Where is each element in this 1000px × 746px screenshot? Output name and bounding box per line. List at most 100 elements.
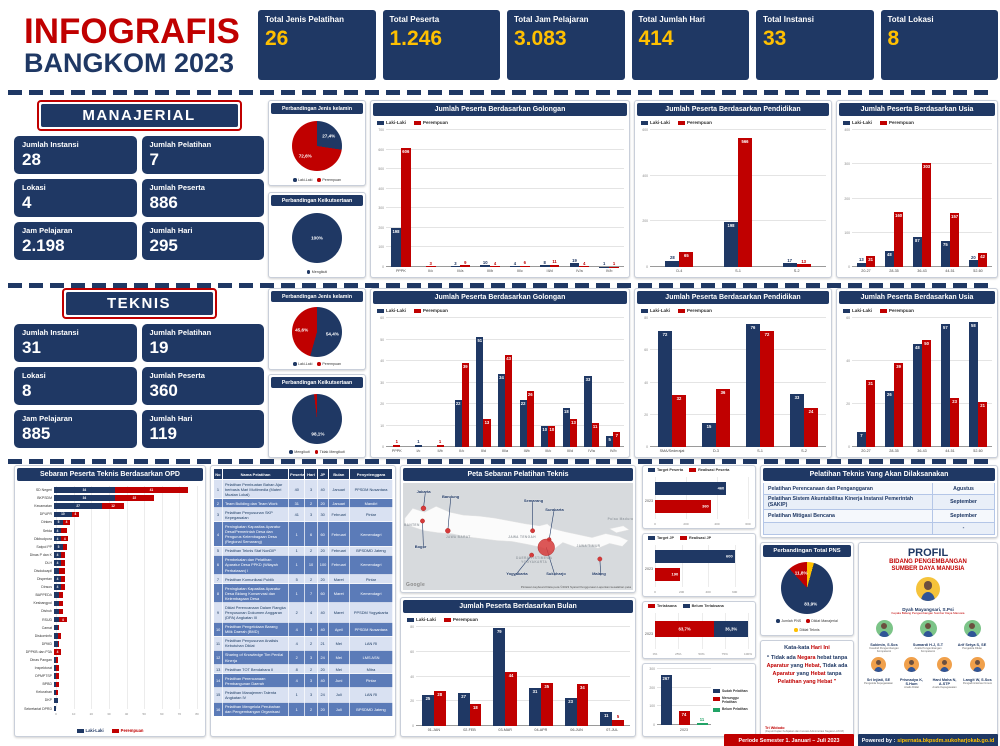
person-role: Analis Pengembangan Kompetensi: [914, 646, 942, 654]
table-cell: 8: [213, 583, 223, 604]
bar-value: 4: [56, 577, 59, 582]
bar-value: 566: [741, 138, 749, 144]
x-tick-label: 200: [683, 522, 689, 526]
table-cell: Pintar: [349, 574, 393, 585]
upcoming-month: Agustus: [932, 483, 994, 495]
y-tick-label: 400: [844, 128, 850, 132]
table-cell: 2: [304, 545, 318, 556]
stat-label: Jumlah Instansi: [22, 328, 79, 337]
x-tick-label: 200: [678, 590, 685, 594]
bar: 48: [912, 343, 922, 447]
status-pelatihan-chart: 0 100 200 300 267 74 11 2023 Sudah Pelatihan Menu…: [643, 664, 755, 736]
legend-item: Laki-Laki: [293, 178, 312, 182]
bar-segment: 4: [59, 616, 67, 623]
stat-value: 360: [149, 381, 178, 400]
bar-segment: 4: [62, 519, 71, 526]
table-cell: Pintar: [349, 673, 393, 689]
table-cell: 2: [304, 701, 318, 717]
gridline: [650, 413, 826, 415]
table-cell: 24: [316, 687, 329, 703]
table-cell: Pintar: [349, 507, 393, 523]
stat-tile: Jam Pelajaran 885: [14, 410, 137, 448]
bar-segment: 10: [54, 511, 72, 518]
bar-value: 10: [542, 426, 548, 432]
x-tick-label: PPPK: [391, 449, 402, 453]
map-canvas[interactable]: BANTEN JAWA BARAT JAWA TENGAH DAERAH ISTIME…: [403, 483, 633, 590]
x-tick-label: III/b: [487, 269, 494, 273]
bar: 10: [548, 425, 556, 447]
bar-value: 12: [111, 504, 115, 509]
opd-label: Sekretariat DPRD: [24, 706, 52, 711]
footer-powered-link[interactable]: sipernata.bkpsdm.sukoharjokab.go.id: [897, 737, 995, 744]
table-cell: Mei: [327, 635, 351, 651]
legend-item: Laki-Laki: [641, 308, 670, 313]
avatar: [904, 657, 919, 673]
bar-value: 198: [727, 222, 735, 228]
legend-item: Laki-Laki: [641, 120, 670, 125]
teknis-golongan-card: Jumlah Peserta Berdasarkan Golongan Laki…: [370, 288, 630, 458]
opd-chart-card: Sebaran Peserta Teknis Berdasarkan OPD 0…: [14, 465, 206, 737]
bar-value: 24: [808, 409, 814, 415]
stat-label: Jumlah Pelatihan: [149, 140, 212, 149]
table-cell: Peningkatan Kapasitas Aparatur Desa/Peme…: [221, 521, 290, 547]
bar-value: 1: [417, 439, 420, 445]
teknis-participation-pie: 98,1% Mengikuti Tidak Mengikuti: [269, 390, 365, 457]
legend-item: Realisasi JP: [680, 536, 711, 540]
bar-segment: [54, 592, 60, 599]
avatar: [871, 657, 886, 673]
x-tick-label: 25%: [675, 652, 682, 656]
bar: 13: [569, 419, 578, 447]
opd-row: Kecamatan 27 12: [19, 502, 199, 510]
bar: 32: [672, 395, 686, 447]
bar: 34: [497, 373, 506, 447]
opd-label: Dikbudpora: [34, 536, 52, 541]
chart-title: Perbandingan Keikutsertaan: [271, 377, 363, 388]
map-attribution: Pintasan keyboard Data peta ©2023 Syarat…: [520, 585, 631, 589]
stat-tile: Total Jam Pelajaran 3.083: [507, 10, 625, 80]
bar: 5: [606, 436, 614, 447]
opd-row: Disdukcapil: [19, 567, 199, 575]
bar-segment: 12: [102, 503, 124, 510]
y-tick-label: 60: [846, 316, 850, 320]
bar-segment: [54, 697, 58, 704]
training-table-card: No Nama Pelatihan Peserta Hari JP Bulan Penyel…: [210, 465, 396, 737]
table-cell: 2: [213, 498, 223, 509]
upcoming-name: Pelatihan Sistem Akuntabilitas Kinerja I…: [768, 496, 914, 509]
bar-value: 36: [720, 389, 726, 395]
gridline: [386, 148, 624, 150]
stat-value: 414: [638, 27, 674, 50]
y-tick-label: 60: [410, 649, 414, 654]
bar-value: 39: [896, 364, 901, 370]
opd-row: SD Negeri 34 41: [19, 486, 199, 494]
chart-legend: Terlaksana Belum Terlaksana: [643, 602, 755, 610]
stat-tile: Total Instansi 33: [756, 10, 874, 80]
teknis-pendidikan-card: Jumlah Peserta Berdasarkan Pendidikan La…: [634, 288, 832, 458]
bar-group: 22 39 II/c: [451, 318, 473, 453]
opd-label: Camat: [41, 625, 52, 630]
bar-value: 606: [402, 149, 410, 155]
bar-value: 13: [859, 257, 864, 263]
bar-value: 26: [527, 392, 533, 398]
table-cell: 2: [304, 574, 318, 585]
bulan-chart: Laki-Laki Perempuan 0 20 40 60 80 25 28 01-JAN 27 1…: [401, 615, 635, 736]
legend-item: Laki-Laki: [843, 308, 872, 313]
bar-segment: [62, 543, 67, 550]
table-cell: 6: [304, 521, 318, 547]
bar: 50: [922, 339, 932, 447]
bar-segment: [54, 657, 56, 663]
bar-value: 50: [924, 340, 929, 346]
map-region-label: JAWA TENGAH: [508, 534, 536, 539]
bar-value: 11: [552, 259, 557, 265]
y-tick-label: 600: [642, 128, 648, 132]
legend-item: Mengikuti: [306, 270, 327, 274]
bar: 65: [679, 252, 694, 267]
bar-segment: 4: [54, 552, 62, 558]
bar-value: 4: [493, 260, 497, 266]
opd-row: Kelurahan: [19, 688, 199, 696]
bar: 19: [569, 258, 580, 267]
section-divider: [8, 283, 992, 288]
opd-row: Sekretariat DPRD: [19, 705, 199, 713]
table-cell: PPSDM Nusantara: [349, 478, 393, 500]
bar-value: 79: [496, 629, 502, 635]
table-row: 16 Pelatihan Mengelola Perubahan dan Peng…: [213, 701, 393, 717]
